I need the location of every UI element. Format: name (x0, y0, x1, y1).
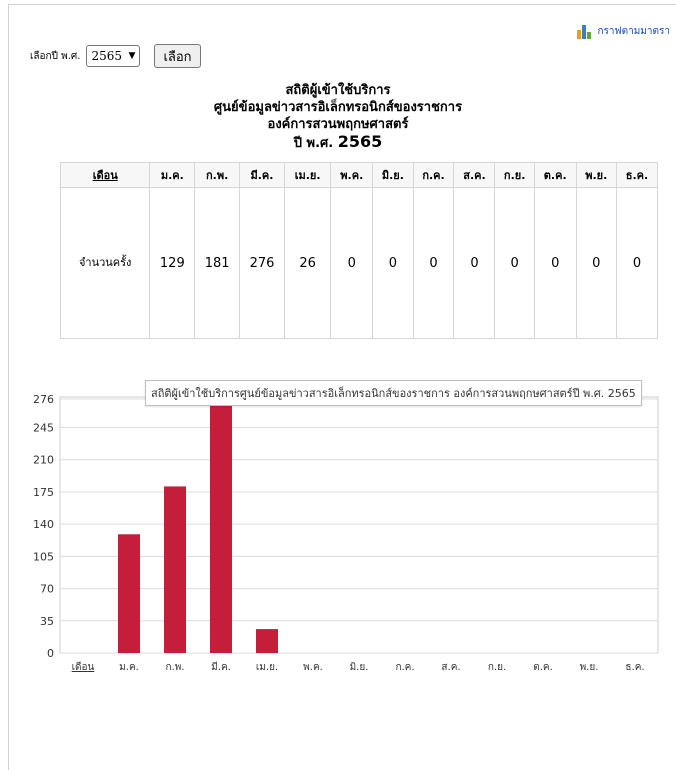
y-tick-label: 105 (33, 550, 54, 563)
month-header: ม.ค. (149, 162, 196, 188)
count-cell: 0 (494, 187, 535, 339)
x-tick-label: ม.ค. (119, 662, 139, 673)
month-header: ธ.ค. (615, 162, 659, 188)
x-axis-month-label: เดือน (72, 661, 95, 673)
select-year-button[interactable]: เลือก (154, 44, 201, 68)
month-header: พ.ย. (575, 162, 617, 188)
count-cell: 129 (149, 187, 196, 339)
month-header: ก.พ. (194, 162, 241, 188)
count-row-label: จำนวนครั้ง (59, 187, 151, 339)
title-year-prefix: ปี พ.ศ. (293, 136, 338, 151)
graph-by-section-link[interactable]: กราฟตามมาตรา (577, 24, 670, 39)
frame-top-border (8, 4, 676, 5)
table-row: จำนวนครั้ง 129 181 276 26 0 0 0 0 0 0 0 0 (59, 187, 659, 339)
x-tick-label: พ.ย. (580, 662, 599, 673)
bar (256, 629, 278, 653)
year-filter-form: เลือกปี พ.ศ. 2565 ▼ เลือก (30, 44, 201, 68)
x-tick-label: ก.ค. (395, 662, 414, 673)
y-tick-label: 210 (33, 454, 54, 467)
bar-chart: 0 35 70 105 140 175 210 245 276 เดือน ม.ค. ก.พ. มี.ค… (33, 393, 659, 673)
month-header: เม.ย. (283, 162, 332, 188)
x-tick-label: ก.ย. (488, 662, 506, 673)
title-year: 2565 (337, 132, 383, 151)
y-tick-label: 70 (40, 583, 54, 596)
month-header: ส.ค. (453, 162, 496, 188)
month-header: ก.ค. (412, 162, 455, 188)
count-cell: 181 (194, 187, 241, 339)
x-tick-label: ก.พ. (165, 662, 184, 673)
stats-table: เดือน ม.ค. ก.พ. มี.ค. เม.ย. พ.ค. มิ.ย. ก.ค. ส.ค… (59, 162, 659, 339)
y-tick-label: 245 (33, 422, 54, 435)
count-cell: 26 (283, 187, 332, 339)
count-cell: 0 (372, 187, 414, 339)
table-header-row: เดือน ม.ค. ก.พ. มี.ค. เม.ย. พ.ค. มิ.ย. ก.ค. ส.ค… (59, 162, 659, 188)
bar-chart-icon (577, 24, 593, 39)
title-line-4: ปี พ.ศ. 2565 (0, 133, 676, 152)
title-line-3: องค์การสวนพฤกษศาสตร์ (267, 117, 409, 132)
count-cell: 0 (412, 187, 455, 339)
month-header: มิ.ย. (372, 162, 414, 188)
x-tick-label: มี.ค. (211, 661, 231, 673)
plot-border (59, 396, 659, 654)
month-header: ต.ค. (533, 162, 577, 188)
count-cell: 0 (330, 187, 374, 339)
frame-left-border (8, 4, 9, 770)
month-header: พ.ค. (330, 162, 374, 188)
graph-link-label[interactable]: กราฟตามมาตรา (597, 26, 670, 37)
chart-title-tooltip: สถิติผู้เข้าใช้บริการศูนย์ข้อมูลข่าวสารอ… (145, 380, 642, 406)
bar (118, 534, 140, 653)
count-cell: 0 (615, 187, 659, 339)
bar (164, 486, 186, 653)
x-tick-label: มิ.ย. (350, 662, 369, 673)
y-tick-label: 0 (47, 647, 54, 660)
year-select-value: 2565 (91, 49, 122, 63)
page-title: สถิติผู้เข้าใช้บริการ ศูนย์ข้อมูลข่าวสาร… (0, 82, 676, 152)
y-tick-label: 140 (33, 518, 54, 531)
x-tick-label: เม.ย. (256, 662, 278, 673)
count-cell: 276 (239, 187, 285, 339)
count-cell: 0 (575, 187, 617, 339)
month-header: ก.ย. (494, 162, 535, 188)
count-cell: 0 (533, 187, 577, 339)
count-cell: 0 (453, 187, 496, 339)
month-header: มี.ค. (239, 162, 285, 188)
bar (210, 399, 232, 653)
month-column-header: เดือน (59, 162, 151, 188)
year-select[interactable]: 2565 ▼ (86, 45, 141, 67)
chart-container: สถิติผู้เข้าใช้บริการศูนย์ข้อมูลข่าวสารอ… (0, 380, 676, 680)
y-tick-label: 175 (33, 486, 54, 499)
x-tick-label: พ.ค. (303, 662, 323, 673)
chevron-down-icon: ▼ (128, 51, 136, 61)
title-line-2: ศูนย์ข้อมูลข่าวสารอิเล็กทรอนิกส์ของราชกา… (213, 100, 463, 115)
title-line-1: สถิติผู้เข้าใช้บริการ (285, 83, 391, 98)
x-tick-label: ต.ค. (533, 662, 553, 673)
x-tick-label: ส.ค. (441, 662, 460, 673)
year-select-label: เลือกปี พ.ศ. (30, 50, 81, 62)
x-tick-label: ธ.ค. (625, 662, 644, 673)
y-tick-label: 276 (33, 393, 54, 406)
y-tick-label: 35 (40, 615, 54, 628)
